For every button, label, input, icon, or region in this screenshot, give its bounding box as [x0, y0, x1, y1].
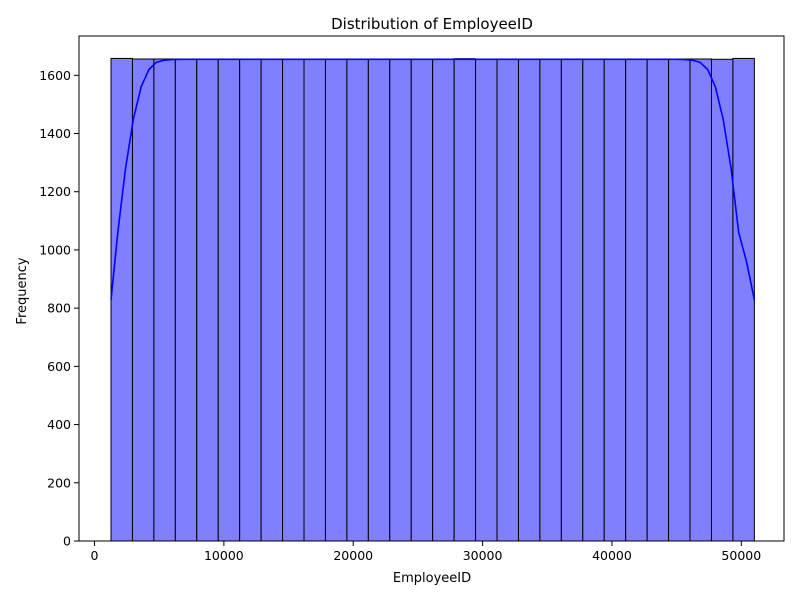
- y-tick-label: 1600: [39, 68, 71, 83]
- histogram-bar: [603, 58, 627, 542]
- plot-frame: [78, 35, 785, 542]
- histogram-bar: [346, 58, 369, 542]
- histogram-bar: [153, 58, 176, 542]
- histogram-bar: [324, 58, 348, 542]
- histogram-bar: [282, 58, 305, 542]
- y-tick-label: 1400: [39, 126, 71, 141]
- y-tick-label: 1000: [39, 242, 71, 257]
- y-tick-label: 0: [63, 534, 71, 549]
- histogram-bar: [432, 58, 455, 542]
- histogram-bar: [668, 58, 691, 542]
- x-tick-label: 20000: [333, 548, 373, 563]
- x-tick-label: 40000: [592, 548, 632, 563]
- histogram-bar: [732, 57, 755, 542]
- histogram-bar: [239, 58, 262, 542]
- y-tick-label: 800: [47, 301, 71, 316]
- histogram-bar: [131, 58, 155, 542]
- x-tick-label: 30000: [463, 548, 503, 563]
- histogram-bar: [689, 58, 712, 542]
- y-tick-label: 1200: [39, 184, 71, 199]
- y-tick-label: 600: [47, 359, 71, 374]
- histogram-bar: [303, 58, 326, 542]
- y-tick-label: 200: [47, 475, 71, 490]
- histogram-bar: [475, 58, 498, 542]
- y-axis-ticks: 0 200 400 600 800 1000 1200 1400 1600: [39, 68, 79, 549]
- y-axis-label: Frequency: [15, 257, 30, 324]
- x-tick-label: 0: [91, 548, 99, 563]
- histogram-bar: [710, 58, 734, 542]
- histogram-bar: [625, 58, 648, 542]
- histogram-bar: [582, 58, 605, 542]
- histogram-bar: [367, 58, 391, 542]
- histogram-bars: [110, 57, 755, 542]
- histogram-bar: [646, 58, 670, 542]
- histogram-bar: [260, 58, 284, 542]
- histogram-bar: [174, 58, 198, 542]
- histogram-bar: [496, 58, 519, 542]
- histogram-bar: [217, 58, 241, 542]
- x-axis-ticks: 0 10000 20000 30000 40000 50000: [91, 541, 761, 563]
- histogram-bar: [539, 58, 562, 542]
- kde-curve: [110, 58, 756, 301]
- x-tick-label: 50000: [721, 548, 761, 563]
- histogram-bar: [560, 58, 584, 542]
- histogram-bar: [196, 58, 219, 542]
- histogram-bar: [110, 57, 133, 542]
- x-axis-label: EmployeeID: [393, 571, 471, 586]
- y-tick-label: 400: [47, 417, 71, 432]
- x-tick-label: 10000: [204, 548, 244, 563]
- plot-axes: [78, 35, 785, 542]
- histogram-bar: [453, 58, 477, 542]
- chart-title: Distribution of EmployeeID: [331, 15, 533, 33]
- histogram-bar: [517, 58, 541, 542]
- histogram-bar: [410, 58, 434, 542]
- histogram-bar: [389, 58, 412, 542]
